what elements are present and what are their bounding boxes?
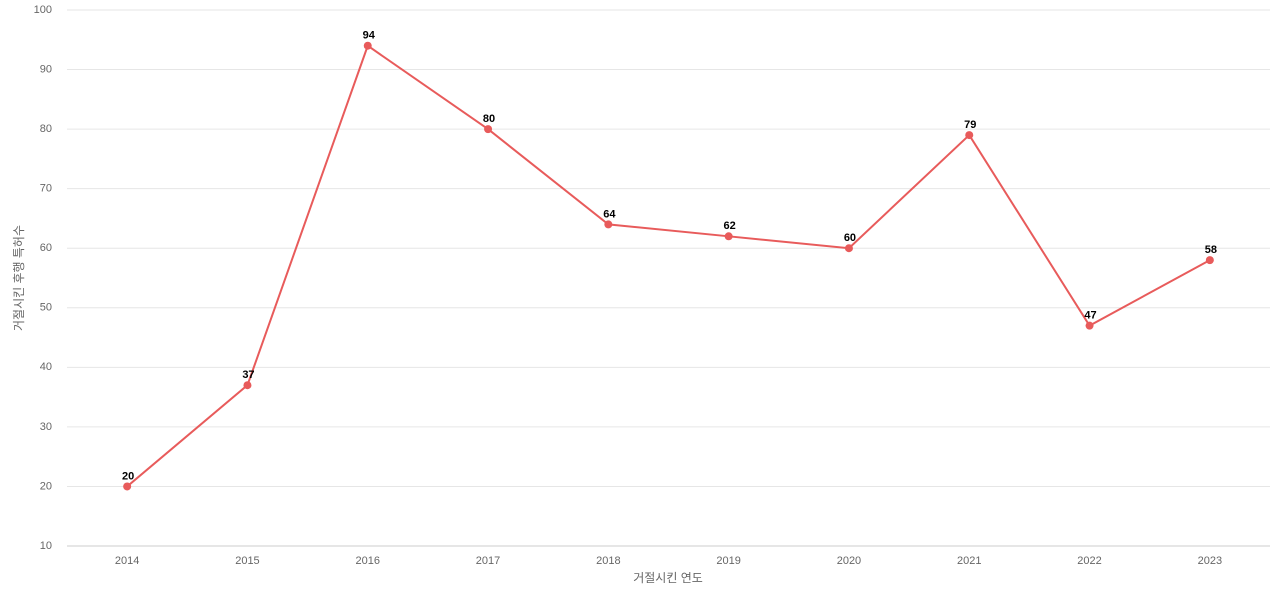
point: [243, 381, 252, 390]
y-tick-label: 40: [40, 361, 52, 373]
data-label: 20: [122, 470, 134, 482]
y-tick-label: 70: [40, 183, 52, 195]
point: [844, 244, 853, 253]
x-tick-label: 2022: [1077, 555, 1101, 567]
y-tick-label: 90: [40, 63, 52, 75]
y-axis-title: 거절시킨 후행 특허수: [11, 225, 26, 331]
data-label: 58: [1205, 244, 1217, 256]
point: [965, 131, 974, 140]
line: [126, 44, 1211, 488]
y-tick-label: 80: [40, 123, 52, 135]
data-label: 94: [363, 30, 376, 42]
x-axis-title: 거절시킨 연도: [633, 571, 703, 585]
y-tick-label: 60: [40, 242, 52, 254]
y-tick-label: 30: [40, 421, 52, 433]
point: [724, 232, 733, 241]
point: [1085, 321, 1094, 330]
y-tick-label: 10: [40, 540, 52, 552]
data-label: 60: [844, 232, 856, 244]
y-tick-label: 100: [34, 4, 52, 16]
x-tick-label: 2023: [1198, 555, 1222, 567]
point: [604, 220, 613, 229]
x-tick-label: 2021: [957, 555, 981, 567]
x-tick-label: 2015: [235, 555, 259, 567]
data-label: 62: [724, 220, 736, 232]
point: [484, 125, 493, 134]
x-tick-label: 2014: [115, 555, 139, 567]
x-tick-label: 2019: [716, 555, 740, 567]
data-label: 64: [603, 208, 616, 220]
x-tick-label: 2016: [356, 555, 380, 567]
point: [1205, 256, 1214, 265]
data-label: 79: [964, 119, 976, 131]
data-label: 37: [242, 369, 254, 381]
y-tick-label: 20: [40, 480, 52, 492]
x-tick-label: 2017: [476, 555, 500, 567]
point: [363, 41, 372, 50]
data-label: 47: [1084, 310, 1096, 322]
x-tick-label: 2020: [837, 555, 861, 567]
y-tick-label: 50: [40, 302, 52, 314]
point: [123, 482, 132, 491]
data-label: 80: [483, 113, 495, 125]
x-tick-label: 2018: [596, 555, 620, 567]
